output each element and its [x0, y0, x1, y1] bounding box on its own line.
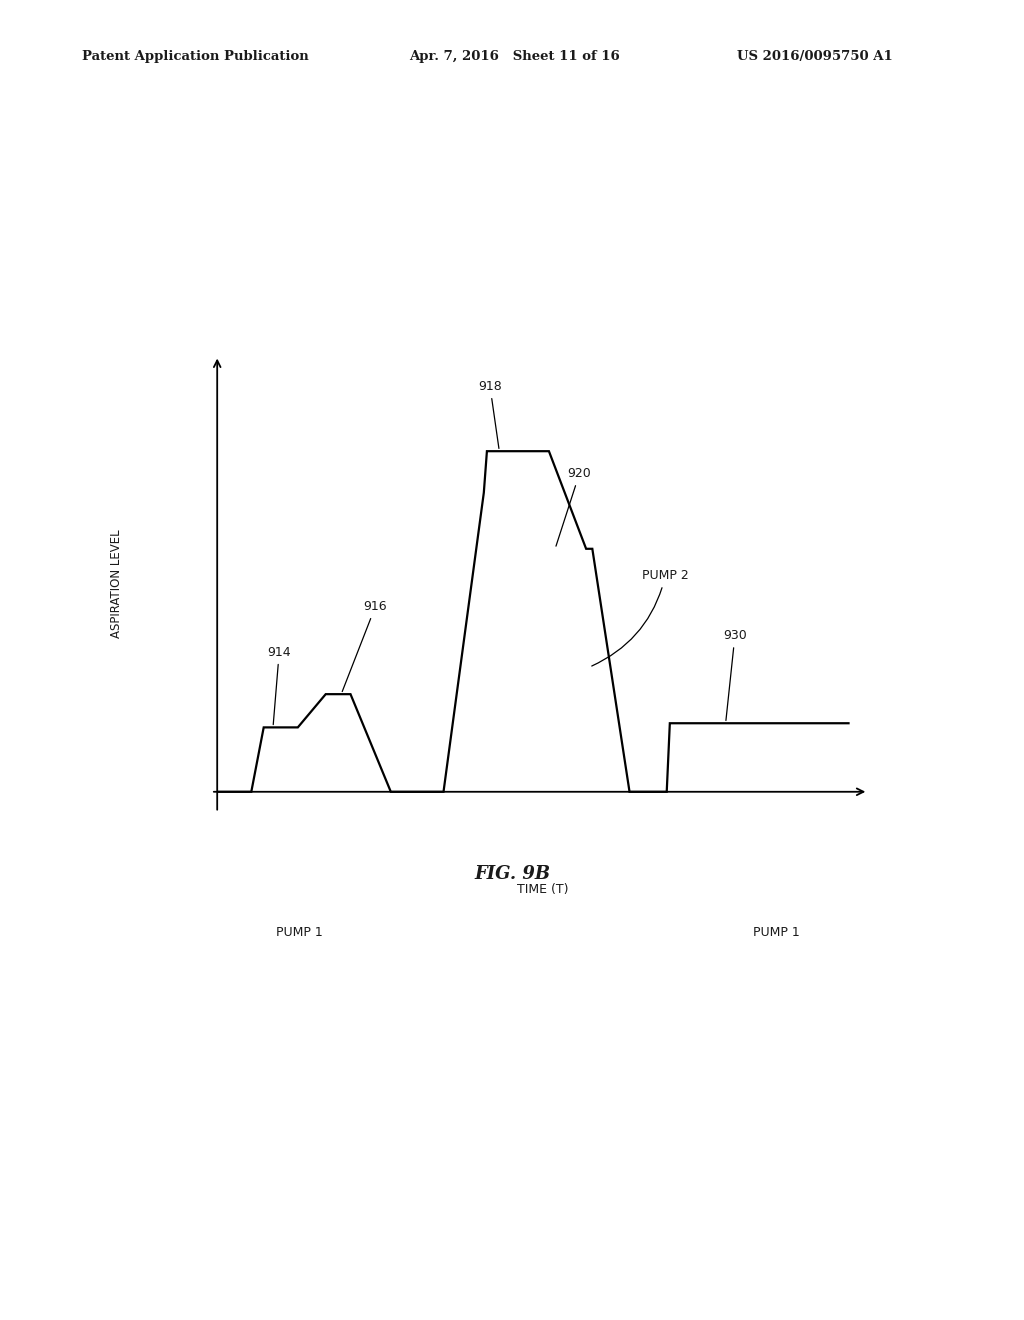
Text: TIME (T): TIME (T) — [517, 883, 568, 896]
Text: Patent Application Publication: Patent Application Publication — [82, 50, 308, 63]
Text: Apr. 7, 2016   Sheet 11 of 16: Apr. 7, 2016 Sheet 11 of 16 — [410, 50, 621, 63]
Text: 930: 930 — [723, 630, 746, 721]
Text: PUMP 1: PUMP 1 — [276, 927, 323, 939]
Text: PUMP 1: PUMP 1 — [753, 927, 800, 939]
Text: FIG. 9B: FIG. 9B — [474, 865, 550, 883]
Text: PUMP 2: PUMP 2 — [592, 569, 689, 667]
Text: US 2016/0095750 A1: US 2016/0095750 A1 — [737, 50, 893, 63]
Text: ASPIRATION LEVEL: ASPIRATION LEVEL — [111, 529, 124, 639]
Text: 916: 916 — [342, 601, 387, 692]
Text: 920: 920 — [556, 467, 591, 546]
Text: 918: 918 — [478, 380, 502, 449]
Text: 914: 914 — [267, 645, 291, 725]
